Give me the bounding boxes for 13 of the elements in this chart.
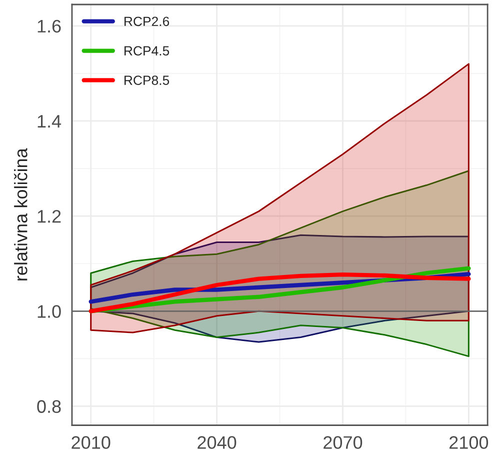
y-tick-label: 1.0 (38, 305, 61, 318)
x-tick-label: 2100 (450, 436, 488, 449)
x-tick-label: 2070 (324, 436, 362, 449)
y-tick-label: 1.4 (38, 115, 62, 128)
y-tick-label: 0.8 (37, 400, 61, 413)
legend-label: RCP4.5 (124, 46, 170, 56)
legend-label: RCP2.6 (124, 16, 170, 26)
y-tick-label: 1.6 (38, 20, 61, 33)
x-tick-label: 2010 (72, 436, 110, 449)
y-tick-label: 1.2 (38, 210, 61, 223)
legend-label: RCP8.5 (124, 76, 170, 85)
y-axis-title: relativna količina (14, 148, 28, 280)
x-tick-label: 2040 (198, 436, 236, 449)
